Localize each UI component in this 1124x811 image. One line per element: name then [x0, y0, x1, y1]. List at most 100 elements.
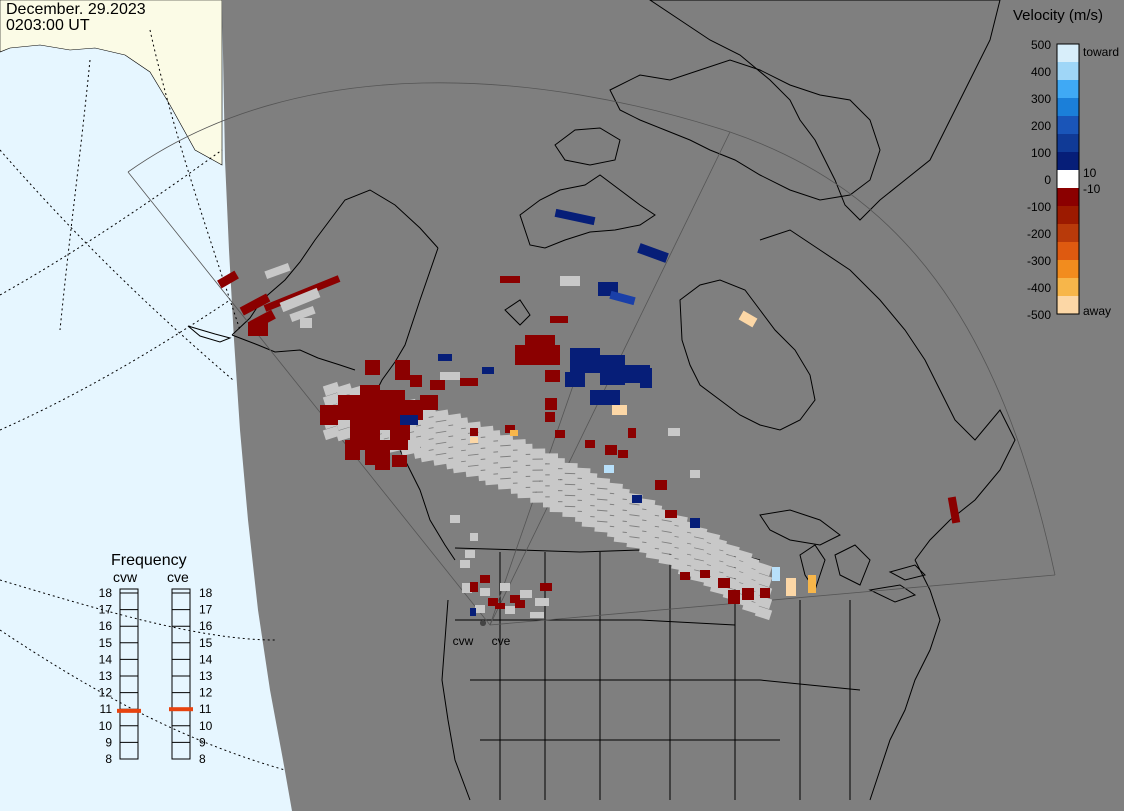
colorbar-tick-label: 0: [1044, 173, 1051, 187]
frequency-scale: 18 18 17 17 16 16 15 15 14 14 13 13 12 12 11 11 10 10 9 9 8 8: [99, 586, 213, 766]
velocity-cell: [452, 450, 469, 463]
frequency-tick-label: 14: [199, 652, 213, 666]
velocity-cell: [562, 506, 578, 518]
velocity-cell: [465, 454, 482, 467]
velocity-cell: [680, 572, 690, 580]
colorbar-frame: [1056, 43, 1080, 315]
velocity-cell: [470, 437, 478, 443]
velocity-cell: [742, 599, 760, 614]
velocity-cell: [645, 503, 663, 516]
colorbar-inner-label-neg: -10: [1083, 182, 1101, 196]
velocity-cell: [432, 453, 450, 466]
velocity-cell: [677, 531, 695, 544]
velocity-cell: [375, 455, 390, 470]
velocity-cell: [760, 588, 770, 598]
velocity-cell: [465, 550, 475, 558]
colorbar-swatch: [1057, 260, 1079, 279]
colorbar-swatch: [1057, 98, 1079, 117]
colorbar-swatch: [1057, 44, 1079, 63]
frequency-tick-label: 15: [99, 636, 113, 650]
velocity-cell: [613, 531, 630, 544]
velocity-cell: [549, 469, 565, 480]
velocity-cell: [562, 495, 578, 507]
frequency-markers: [117, 707, 193, 713]
velocity-cell: [338, 395, 360, 420]
velocity-cell: [560, 276, 580, 286]
velocity-cell: [628, 428, 636, 438]
velocity-cell: [452, 428, 469, 441]
colorbar-swatch: [1057, 278, 1079, 297]
colorbar-tick-label: 400: [1031, 65, 1051, 79]
velocity-cell: [549, 480, 565, 491]
frequency-tick-label: 8: [105, 752, 112, 766]
frequency-tick-label: 11: [100, 702, 113, 716]
radar-sites: cvw cve: [453, 620, 511, 648]
velocity-cell: [264, 262, 291, 280]
velocity-cell: [530, 481, 546, 492]
colorbar-tick-label: 500: [1031, 38, 1051, 52]
colorbar-swatch: [1057, 296, 1079, 315]
velocity-cell: [484, 441, 501, 453]
velocity-cell: [500, 583, 510, 591]
colorbar-swatch: [1057, 206, 1079, 225]
velocity-cell: [530, 459, 546, 470]
velocity-cell: [517, 487, 533, 499]
velocity-cell: [484, 474, 501, 486]
velocity-cell: [700, 570, 710, 578]
colorbar-swatch: [1057, 170, 1079, 189]
velocity-cell: [482, 367, 494, 374]
velocity-cell: [248, 322, 268, 336]
velocity-cell: [475, 605, 485, 613]
velocity-cell: [432, 442, 450, 455]
velocity-cell: [500, 276, 520, 283]
velocity-cell: [335, 427, 353, 442]
velocity-cell: [613, 509, 630, 522]
colorbar-title: Velocity (m/s): [1013, 7, 1103, 24]
velocity-cell: [655, 480, 667, 490]
velocity-cell: [462, 583, 472, 593]
velocity-cell: [420, 395, 438, 410]
velocity-cell: [718, 578, 730, 588]
velocity-cell: [465, 443, 482, 456]
velocity-cell: [658, 553, 675, 566]
velocity-cell: [438, 354, 452, 361]
velocity-cell: [585, 440, 595, 448]
velocity-cell: [626, 514, 643, 527]
velocity-cell: [345, 440, 360, 460]
velocity-cell: [430, 380, 445, 390]
velocity-cell: [480, 588, 490, 596]
velocity-cell: [484, 430, 501, 442]
velocity-cell: [320, 405, 338, 425]
velocity-cell: [709, 559, 728, 573]
velocity-cell: [605, 445, 617, 455]
colorbar-swatch: [1057, 116, 1079, 135]
velocity-cell: [505, 425, 515, 433]
frequency-tick-label: 18: [199, 586, 213, 600]
velocity-cell: [808, 575, 816, 593]
velocity-cell: [594, 510, 611, 522]
velocity-cell: [470, 608, 476, 616]
frequency-tick-label: 18: [99, 586, 113, 600]
velocity-cell: [452, 439, 469, 452]
velocity-cell: [420, 416, 437, 430]
velocity-cell: [581, 472, 598, 484]
frequency-title: Frequency: [111, 552, 187, 569]
velocity-cell: [613, 487, 630, 500]
velocity-cell: [738, 310, 758, 328]
velocity-cell: [645, 536, 663, 549]
frequency-tick-label: 17: [199, 603, 213, 617]
velocity-cell: [742, 555, 760, 570]
velocity-cell: [470, 582, 478, 592]
velocity-cell: [322, 381, 341, 397]
velocity-cell: [530, 448, 546, 459]
velocity-cell: [470, 533, 478, 541]
velocity-cell: [432, 420, 450, 433]
velocity-cell: [754, 572, 773, 588]
frequency-tick-label: 17: [99, 603, 113, 617]
velocity-cell: [754, 561, 773, 577]
velocity-cell: [613, 520, 630, 533]
velocity-cell: [709, 537, 728, 551]
velocity-cell: [515, 600, 525, 608]
velocity-cell: [495, 603, 505, 609]
